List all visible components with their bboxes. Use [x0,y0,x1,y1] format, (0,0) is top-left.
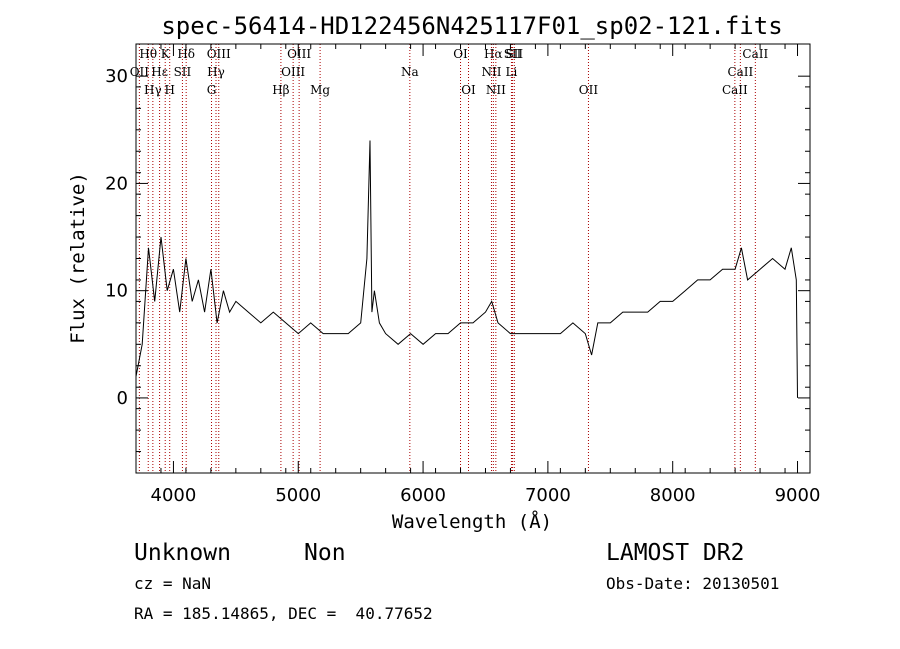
plot-frame [135,43,811,474]
line-marker-label: OII [130,65,150,79]
line-marker-label: OI [461,83,476,97]
y-tick-label: 0 [117,388,128,409]
x-tick-label: 8000 [650,485,696,506]
line-marker-label: OIII [281,65,305,79]
line-marker-label: CaII [722,83,748,97]
line-marker-label: CaII [727,65,753,79]
x-tick-label: 6000 [400,485,446,506]
survey-label: LAMOST DR2 [606,540,745,566]
x-axis: 4000 5000 6000 7000 8000 9000 [135,44,821,506]
line-marker-label: SII [505,47,523,61]
line-marker-label: Hα [484,47,503,61]
series-group [135,140,798,398]
x-tick-label: 5000 [275,485,321,506]
x-axis-label: Wavelength (Å) [392,510,552,533]
y-tick-label: 20 [105,173,128,194]
line-marker-label: Na [401,65,419,79]
y-axis: 0 10 20 30 [105,66,810,453]
series-line [135,140,798,398]
line-marker-label: Hε [151,65,168,79]
class-label: Unknown [134,540,231,566]
obs-date-label: Obs-Date: 20130501 [606,574,780,593]
line-marker-label: Hβ [272,83,289,97]
x-tick-label: 7000 [525,485,571,506]
x-tick-label: 9000 [775,485,821,506]
line-marker-label: NII [486,83,506,97]
line-marker-label: OII [579,83,599,97]
line-marker-label: Li [506,65,518,79]
line-markers: Hθ OII Hγ K Hε H Hδ SII OIII Hγ G Hβ OIII OIII Mg Na OI O… [130,44,768,473]
chart-title: spec-56414-HD122456N425117F01_sp02-121.f… [161,12,782,40]
line-marker-label: K [161,47,171,61]
line-marker-label: NII [481,65,501,79]
line-marker-label: SII [504,47,522,61]
x-tick-label: 4000 [151,485,197,506]
coords-label: RA = 185.14865, DEC = 40.77652 [134,604,433,623]
line-marker-label: Hθ [139,47,157,61]
line-marker-label: OI [453,47,468,61]
line-marker-label: Hδ [177,47,195,61]
subclass-label: Non [304,540,346,566]
cz-label: cz = NaN [134,574,212,593]
y-tick-label: 10 [105,281,128,302]
line-marker-label: Mg [310,83,330,97]
line-marker-label: H [164,83,174,97]
y-axis-label: Flux (relative) [67,172,89,344]
line-marker-label: SII [174,65,192,79]
line-marker-label: CaII [742,47,768,61]
line-marker-label: Hγ [144,83,162,97]
line-marker-label: Hγ [207,65,225,79]
line-marker-label: OIII [207,47,231,61]
line-marker-label: G [207,83,217,97]
y-tick-label: 30 [105,66,128,87]
line-marker-label: OIII [287,47,311,61]
